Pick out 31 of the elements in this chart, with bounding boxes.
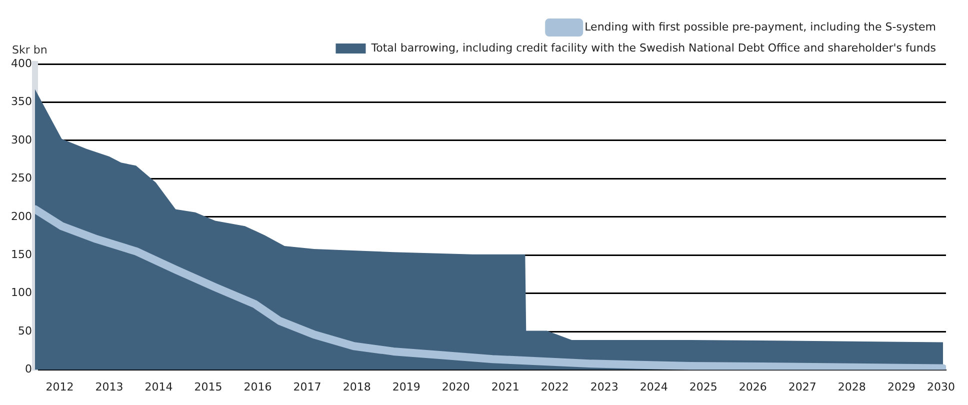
legend-label: Total barrowing, including credit facility with the Swedish National Debt Office and shareholder's funds [370, 41, 936, 54]
x-tick-label: 2015 [194, 380, 222, 394]
y-tick-label: 100 [10, 286, 32, 300]
x-tick-label: 2019 [392, 380, 420, 394]
x-tick-label: 2017 [293, 380, 322, 394]
x-tick-label: 2018 [342, 380, 371, 394]
x-tick-label: 2022 [540, 380, 569, 394]
y-tick-label: 350 [10, 95, 32, 108]
x-tick-label: 2024 [640, 380, 668, 394]
y-tick-label: 150 [10, 248, 32, 261]
y-tick-label: 50 [18, 324, 32, 338]
y-axis-title: Skr bn [12, 43, 48, 56]
x-tick-label: 2012 [46, 380, 74, 394]
x-tick-label: 2023 [590, 380, 618, 394]
x-tick-label: 2013 [95, 380, 124, 394]
x-tick-label: 2028 [838, 380, 866, 394]
y-tick-label: 200 [10, 210, 32, 223]
x-tick-label: 2014 [144, 380, 173, 394]
legend-label: Lending with first possible pre-payment, including the S-system [584, 20, 936, 34]
x-tick-label: 2021 [491, 380, 520, 394]
x-tick-label: 2020 [442, 380, 470, 394]
y-tick-label: 0 [24, 362, 32, 376]
x-tick-label: 2030 [927, 380, 956, 394]
x-tick-label: 2026 [738, 380, 767, 394]
x-tick-label: 2025 [689, 380, 718, 394]
x-tick-label: 2029 [887, 380, 916, 394]
y-tick-label: 300 [10, 133, 32, 146]
y-tick-label: 250 [10, 172, 32, 185]
x-tick-label: 2016 [244, 380, 272, 394]
y-tick-label: 400 [10, 56, 32, 70]
x-tick-label: 2027 [788, 380, 816, 394]
